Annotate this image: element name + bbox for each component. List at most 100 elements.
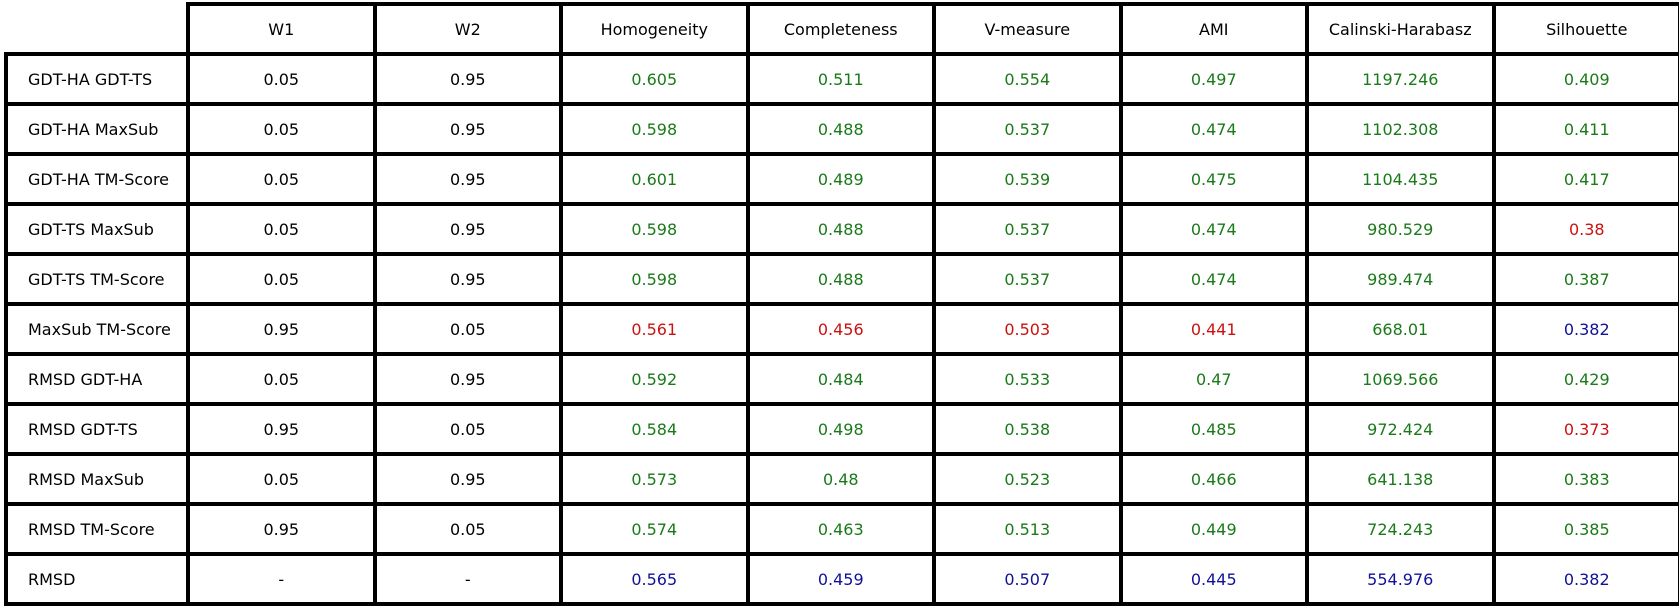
table-cell: 0.382 <box>1491 552 1679 606</box>
table-cell: 641.138 <box>1305 452 1496 506</box>
row-label: GDT-HA MaxSub <box>4 102 190 156</box>
table-cell: 0.538 <box>932 402 1123 456</box>
table-cell: 0.05 <box>186 202 377 256</box>
table-cell: 0.592 <box>559 352 750 406</box>
table-cell: 0.598 <box>559 252 750 306</box>
table-cell: 0.598 <box>559 102 750 156</box>
table-cell: 980.529 <box>1305 202 1496 256</box>
table-cell: 0.387 <box>1491 252 1679 306</box>
table-cell: 0.05 <box>186 152 377 206</box>
table-cell: 0.513 <box>932 502 1123 556</box>
table-cell: 0.488 <box>745 252 936 306</box>
table-cell: 0.449 <box>1118 502 1309 556</box>
table-cell: 0.584 <box>559 402 750 456</box>
table-cell: 0.511 <box>745 52 936 106</box>
table-cell: 0.537 <box>932 102 1123 156</box>
table-cell: - <box>372 552 563 606</box>
table-cell: 0.539 <box>932 152 1123 206</box>
column-header: Homogeneity <box>559 2 750 56</box>
table-cell: 0.95 <box>372 352 563 406</box>
table-cell: 724.243 <box>1305 502 1496 556</box>
column-header: Silhouette <box>1491 2 1679 56</box>
table-cell: 0.95 <box>372 52 563 106</box>
table-cell: 0.95 <box>372 252 563 306</box>
table-cell: 0.474 <box>1118 102 1309 156</box>
row-label: GDT-TS MaxSub <box>4 202 190 256</box>
table-cell: 0.601 <box>559 152 750 206</box>
table-cell: 0.554 <box>932 52 1123 106</box>
table-cell: 0.05 <box>186 352 377 406</box>
row-label: RMSD <box>4 552 190 606</box>
table-cell: 0.475 <box>1118 152 1309 206</box>
table-cell: 0.561 <box>559 302 750 356</box>
table-cell: 989.474 <box>1305 252 1496 306</box>
table-cell: 0.382 <box>1491 302 1679 356</box>
table-cell: 0.385 <box>1491 502 1679 556</box>
table-cell: 0.95 <box>186 302 377 356</box>
table-cell: 0.05 <box>186 452 377 506</box>
row-label: GDT-TS TM-Score <box>4 252 190 306</box>
table-cell: 0.417 <box>1491 152 1679 206</box>
column-header: Calinski-Harabasz <box>1305 2 1496 56</box>
table-cell: 1104.435 <box>1305 152 1496 206</box>
table-cell: 0.605 <box>559 52 750 106</box>
table-cell: 0.537 <box>932 252 1123 306</box>
table-cell: 0.533 <box>932 352 1123 406</box>
table-cell: 0.573 <box>559 452 750 506</box>
table-cell: 0.95 <box>372 102 563 156</box>
table-cell: 1197.246 <box>1305 52 1496 106</box>
table-cell: 1102.308 <box>1305 102 1496 156</box>
table-cell: 0.411 <box>1491 102 1679 156</box>
table-cell: 972.424 <box>1305 402 1496 456</box>
table-cell: 0.05 <box>372 302 563 356</box>
table-cell: - <box>186 552 377 606</box>
table-cell: 554.976 <box>1305 552 1496 606</box>
row-label: GDT-HA GDT-TS <box>4 52 190 106</box>
table-cell: 0.565 <box>559 552 750 606</box>
table-cell: 0.523 <box>932 452 1123 506</box>
row-label: GDT-HA TM-Score <box>4 152 190 206</box>
row-label: MaxSub TM-Score <box>4 302 190 356</box>
table-cell: 0.474 <box>1118 202 1309 256</box>
row-label: RMSD GDT-HA <box>4 352 190 406</box>
table-cell: 1069.566 <box>1305 352 1496 406</box>
table-cell: 0.456 <box>745 302 936 356</box>
table-cell: 0.95 <box>372 202 563 256</box>
table-cell: 0.95 <box>372 152 563 206</box>
table-cell: 0.445 <box>1118 552 1309 606</box>
table-cell: 0.485 <box>1118 402 1309 456</box>
table-cell: 0.463 <box>745 502 936 556</box>
table-cell: 0.95 <box>372 452 563 506</box>
table-cell: 0.474 <box>1118 252 1309 306</box>
table-cell: 0.507 <box>932 552 1123 606</box>
table-cell: 0.05 <box>186 52 377 106</box>
table-cell: 0.498 <box>745 402 936 456</box>
column-header: AMI <box>1118 2 1309 56</box>
column-header: V-measure <box>932 2 1123 56</box>
table-cell: 0.497 <box>1118 52 1309 106</box>
table-cell: 0.488 <box>745 202 936 256</box>
column-header: W2 <box>372 2 563 56</box>
row-label: RMSD MaxSub <box>4 452 190 506</box>
table-cell: 0.05 <box>372 502 563 556</box>
table-cell: 0.38 <box>1491 202 1679 256</box>
table-cell: 0.373 <box>1491 402 1679 456</box>
table-cell: 0.95 <box>186 402 377 456</box>
table-cell: 0.484 <box>745 352 936 406</box>
table-cell: 0.05 <box>186 102 377 156</box>
table-cell: 0.48 <box>745 452 936 506</box>
table-cell: 0.441 <box>1118 302 1309 356</box>
table-cell: 0.429 <box>1491 352 1679 406</box>
table-cell: 0.05 <box>372 402 563 456</box>
table-cell: 0.488 <box>745 102 936 156</box>
table-cell: 0.383 <box>1491 452 1679 506</box>
table-cell: 0.598 <box>559 202 750 256</box>
table-cell: 0.574 <box>559 502 750 556</box>
column-header: Completeness <box>745 2 936 56</box>
table-cell: 0.95 <box>186 502 377 556</box>
table-cell: 0.503 <box>932 302 1123 356</box>
table-cell: 0.05 <box>186 252 377 306</box>
table-cell: 0.466 <box>1118 452 1309 506</box>
table-cell: 0.489 <box>745 152 936 206</box>
